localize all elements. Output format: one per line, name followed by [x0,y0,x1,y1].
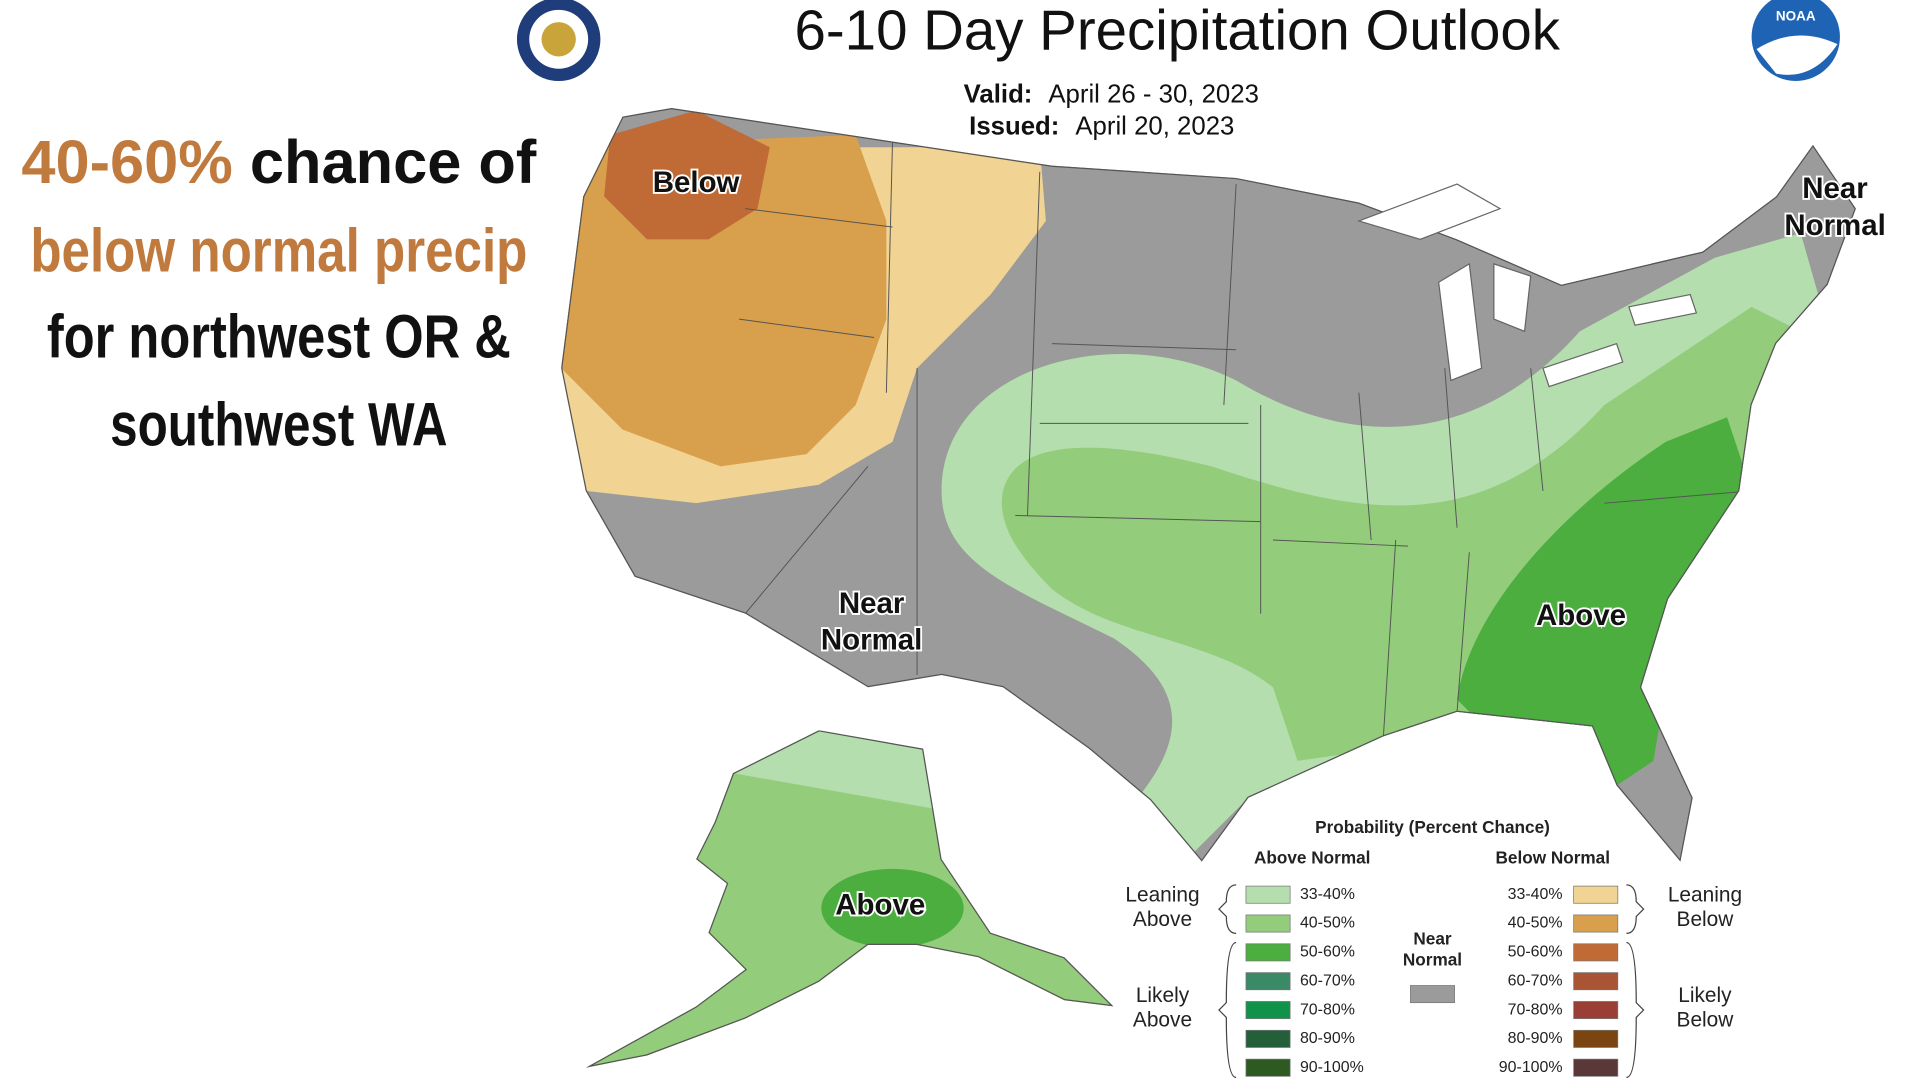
map-label: Normal [821,624,922,657]
issued-date: April 20, 2023 [1075,112,1234,140]
legend-label: 50-60% [1300,944,1355,961]
legend-swatch [1573,914,1619,933]
title: 6-10 Day Precipitation Outlook [795,0,1561,61]
legend-group: Below [1677,908,1735,931]
legend-brace [1626,941,1645,1079]
annotation-line: southwest WA [110,391,448,460]
legend-group: Likely [1136,984,1190,1007]
legend-label: 33-40% [1300,886,1355,903]
legend-swatch [1573,1058,1619,1077]
noaa-logo-text: NOAA [1776,9,1816,24]
legend-swatch [1410,985,1455,1004]
annotation-line: 40-60% chance of [21,128,537,197]
legend-near-normal: Normal [1403,949,1462,969]
noaa-logo: NOAA [1751,0,1840,81]
legend-swatch [1245,914,1291,933]
legend-brace [1218,941,1237,1079]
commerce-logo [516,0,601,81]
legend-label: 80-90% [1300,1030,1355,1047]
legend-swatch [1573,885,1619,904]
legend-label: 90-100% [1300,1059,1364,1076]
annotation-text: chance of [250,128,537,197]
legend-label: 90-100% [1499,1059,1563,1076]
legend-swatch [1245,1029,1291,1048]
legend-brace [1626,884,1645,934]
annotation-highlight: 40-60% [21,128,232,197]
map-label: Near [839,587,905,620]
legend-swatch [1245,972,1291,991]
great-lakes [1356,183,1698,388]
contiguous-us [561,108,1856,862]
legend-group: Leaning [1668,883,1742,906]
legend-label: 50-60% [1508,944,1563,961]
legend-label: 40-50% [1300,915,1355,932]
valid-label: Valid: [964,81,1033,109]
legend-swatch [1573,943,1619,962]
legend: Probability (Percent Chance) Above Normal… [1125,817,1742,1079]
legend-near-normal: Near [1413,929,1452,949]
legend-label: 80-90% [1508,1030,1563,1047]
legend-swatch [1573,1001,1619,1020]
legend-group: Above [1133,908,1192,931]
map-label: Near [1802,172,1868,205]
legend-swatch [1245,943,1291,962]
legend-label: 70-80% [1300,1001,1355,1018]
legend-swatch [1573,972,1619,991]
legend-group: Below [1677,1009,1735,1032]
valid-dates: April 26 - 30, 2023 [1048,81,1259,109]
legend-group: Above [1133,1009,1192,1032]
map-label: Above [835,889,925,922]
legend-label: 40-50% [1508,915,1563,932]
legend-swatch [1245,1001,1291,1020]
legend-label: 70-80% [1508,1001,1563,1018]
annotation-line: below normal precip [30,216,527,285]
map-label: Above [1536,599,1626,632]
legend-group: Leaning [1125,883,1199,906]
legend-heading: Above Normal [1254,848,1370,868]
legend-title: Probability (Percent Chance) [1315,817,1550,837]
annotation-line: for northwest OR & [47,302,511,371]
legend-heading: Below Normal [1496,848,1611,868]
state-borders [739,141,1752,737]
legend-swatch [1573,1029,1619,1048]
legend-label: 60-70% [1300,972,1355,989]
legend-label: 33-40% [1508,886,1563,903]
map-labels: Below Near Normal Near Normal Above Above [651,164,1888,924]
legend-swatch [1245,885,1291,904]
legend-swatch [1245,1058,1291,1077]
legend-label: 60-70% [1508,972,1563,989]
legend-brace [1218,884,1237,934]
map-label: Normal [1784,209,1885,242]
issued-label: Issued: [969,112,1059,140]
map-label: Below [653,166,740,199]
annotation: 40-60% chance of below normal precip for… [21,128,537,460]
legend-group: Likely [1678,984,1732,1007]
